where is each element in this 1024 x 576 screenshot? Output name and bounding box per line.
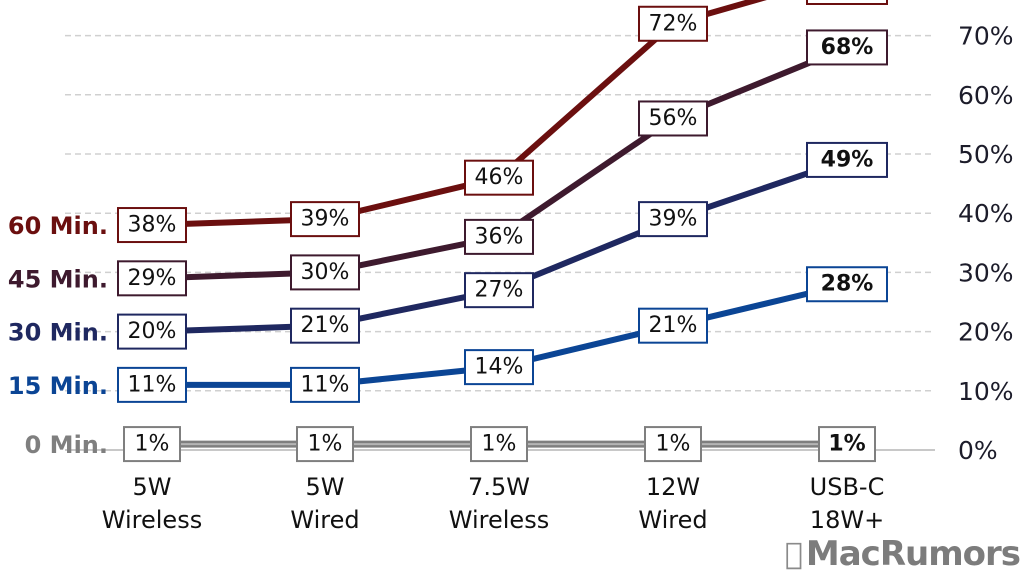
x-tick-label: USB-C	[810, 473, 885, 501]
data-label-box	[117, 207, 187, 244]
data-label-box	[638, 307, 708, 344]
x-tick-label: 7.5W	[468, 473, 530, 501]
watermark-text: MacRumors	[805, 534, 1021, 574]
data-label: 39%	[649, 207, 698, 232]
data-label-box	[464, 218, 534, 255]
data-label-box	[123, 426, 181, 463]
series-label: 0 Min.	[25, 431, 108, 459]
x-tick-label: 5W	[306, 473, 345, 501]
y-tick-label: 30%	[958, 258, 1014, 287]
x-tick-label: 12W	[646, 473, 700, 501]
data-label-box	[290, 254, 360, 291]
data-label: 29%	[128, 266, 177, 291]
data-label-box	[117, 313, 187, 350]
data-label-box	[638, 201, 708, 238]
data-label: 11%	[301, 372, 350, 397]
data-label: 14%	[475, 355, 524, 380]
y-tick-label: 0%	[958, 436, 998, 465]
data-label-box	[470, 426, 528, 463]
data-label-box	[464, 159, 534, 196]
macrumors-watermark:  MacRumors	[785, 534, 1021, 574]
x-tick-label: 18W+	[810, 506, 884, 534]
data-label: 38%	[128, 213, 177, 238]
x-tick-label: Wired	[638, 506, 707, 534]
data-label-box	[290, 201, 360, 238]
apple-logo-icon: 	[785, 537, 803, 572]
data-label-box	[464, 272, 534, 309]
data-label-box	[638, 5, 708, 42]
data-label: 1%	[656, 432, 691, 457]
data-label-box	[290, 366, 360, 403]
data-label: 11%	[128, 372, 177, 397]
data-label-box	[117, 260, 187, 297]
x-tick-label: Wireless	[102, 506, 202, 534]
data-label: 28%	[821, 272, 874, 297]
x-tick-label: Wired	[290, 506, 359, 534]
data-label: 20%	[128, 319, 177, 344]
series-label: 60 Min.	[8, 212, 108, 240]
series-labels: 60 Min. 45 Min. 30 Min. 15 Min. 0 Min.	[8, 212, 108, 459]
series-label: 45 Min.	[8, 265, 108, 293]
data-label: 36%	[475, 224, 524, 249]
data-label-box	[818, 426, 876, 463]
data-label: 27%	[475, 278, 524, 303]
data-label: 46%	[475, 165, 524, 190]
y-tick-label: 10%	[958, 377, 1014, 406]
y-tick-label: 40%	[958, 199, 1014, 228]
y-axis: 0% 10% 20% 30% 40% 50% 60% 70%	[958, 22, 1014, 465]
data-label-box	[296, 426, 354, 463]
data-label: 1%	[135, 432, 170, 457]
series-label: 30 Min.	[8, 319, 108, 347]
data-label-box	[806, 141, 888, 178]
data-label: 72%	[649, 11, 698, 36]
data-label: 1%	[828, 432, 865, 457]
data-label-box	[806, 29, 888, 66]
data-label-box	[117, 366, 187, 403]
data-label: 39%	[301, 207, 350, 232]
y-tick-label: 60%	[958, 81, 1014, 110]
data-label: 49%	[821, 147, 874, 172]
x-axis: 5W Wireless 5W Wired 7.5W Wireless 12W Wired USB…	[102, 473, 885, 534]
data-label-box	[806, 266, 888, 303]
x-tick-label: 5W	[133, 473, 172, 501]
data-label-box	[644, 426, 702, 463]
data-label-box	[290, 307, 360, 344]
data-label-box	[806, 0, 888, 5]
data-label: 56%	[649, 106, 698, 131]
y-tick-label: 70%	[958, 22, 1014, 51]
data-label-box	[464, 349, 534, 386]
x-tick-label: Wireless	[449, 506, 549, 534]
data-label: 21%	[649, 313, 698, 338]
data-label: 68%	[821, 35, 874, 60]
y-tick-label: 50%	[958, 140, 1014, 169]
data-label: 21%	[301, 313, 350, 338]
data-label: 30%	[301, 260, 350, 285]
data-labels: 38% 39% 46% 72% 29% 30% 36% 56% 68% 20% 21% 27% 39% 4…	[117, 0, 888, 463]
y-tick-label: 20%	[958, 318, 1014, 347]
data-label: 1%	[482, 432, 517, 457]
series-label: 15 Min.	[8, 372, 108, 400]
data-label-box	[638, 100, 708, 137]
data-label: 1%	[308, 432, 343, 457]
